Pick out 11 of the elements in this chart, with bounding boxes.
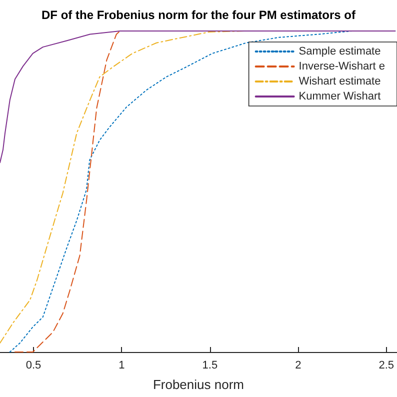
chart-title: DF of the Frobenius norm for the four PM estimators of (41, 8, 356, 22)
x-tick-label: 2 (295, 360, 302, 372)
x-tick-label: 1 (118, 360, 125, 372)
legend-label: Wishart estimate (298, 76, 381, 88)
legend-label: Inverse-Wishart e (298, 60, 386, 72)
legend-label: Sample estimate (298, 46, 381, 58)
legend-label: Kummer Wishart (298, 90, 381, 102)
x-axis-title: Frobenius norm (152, 377, 244, 392)
x-tick-label: 1.5 (202, 360, 218, 372)
x-tick-label: 2.5 (378, 360, 394, 372)
x-tick-label: 0.5 (26, 360, 42, 372)
